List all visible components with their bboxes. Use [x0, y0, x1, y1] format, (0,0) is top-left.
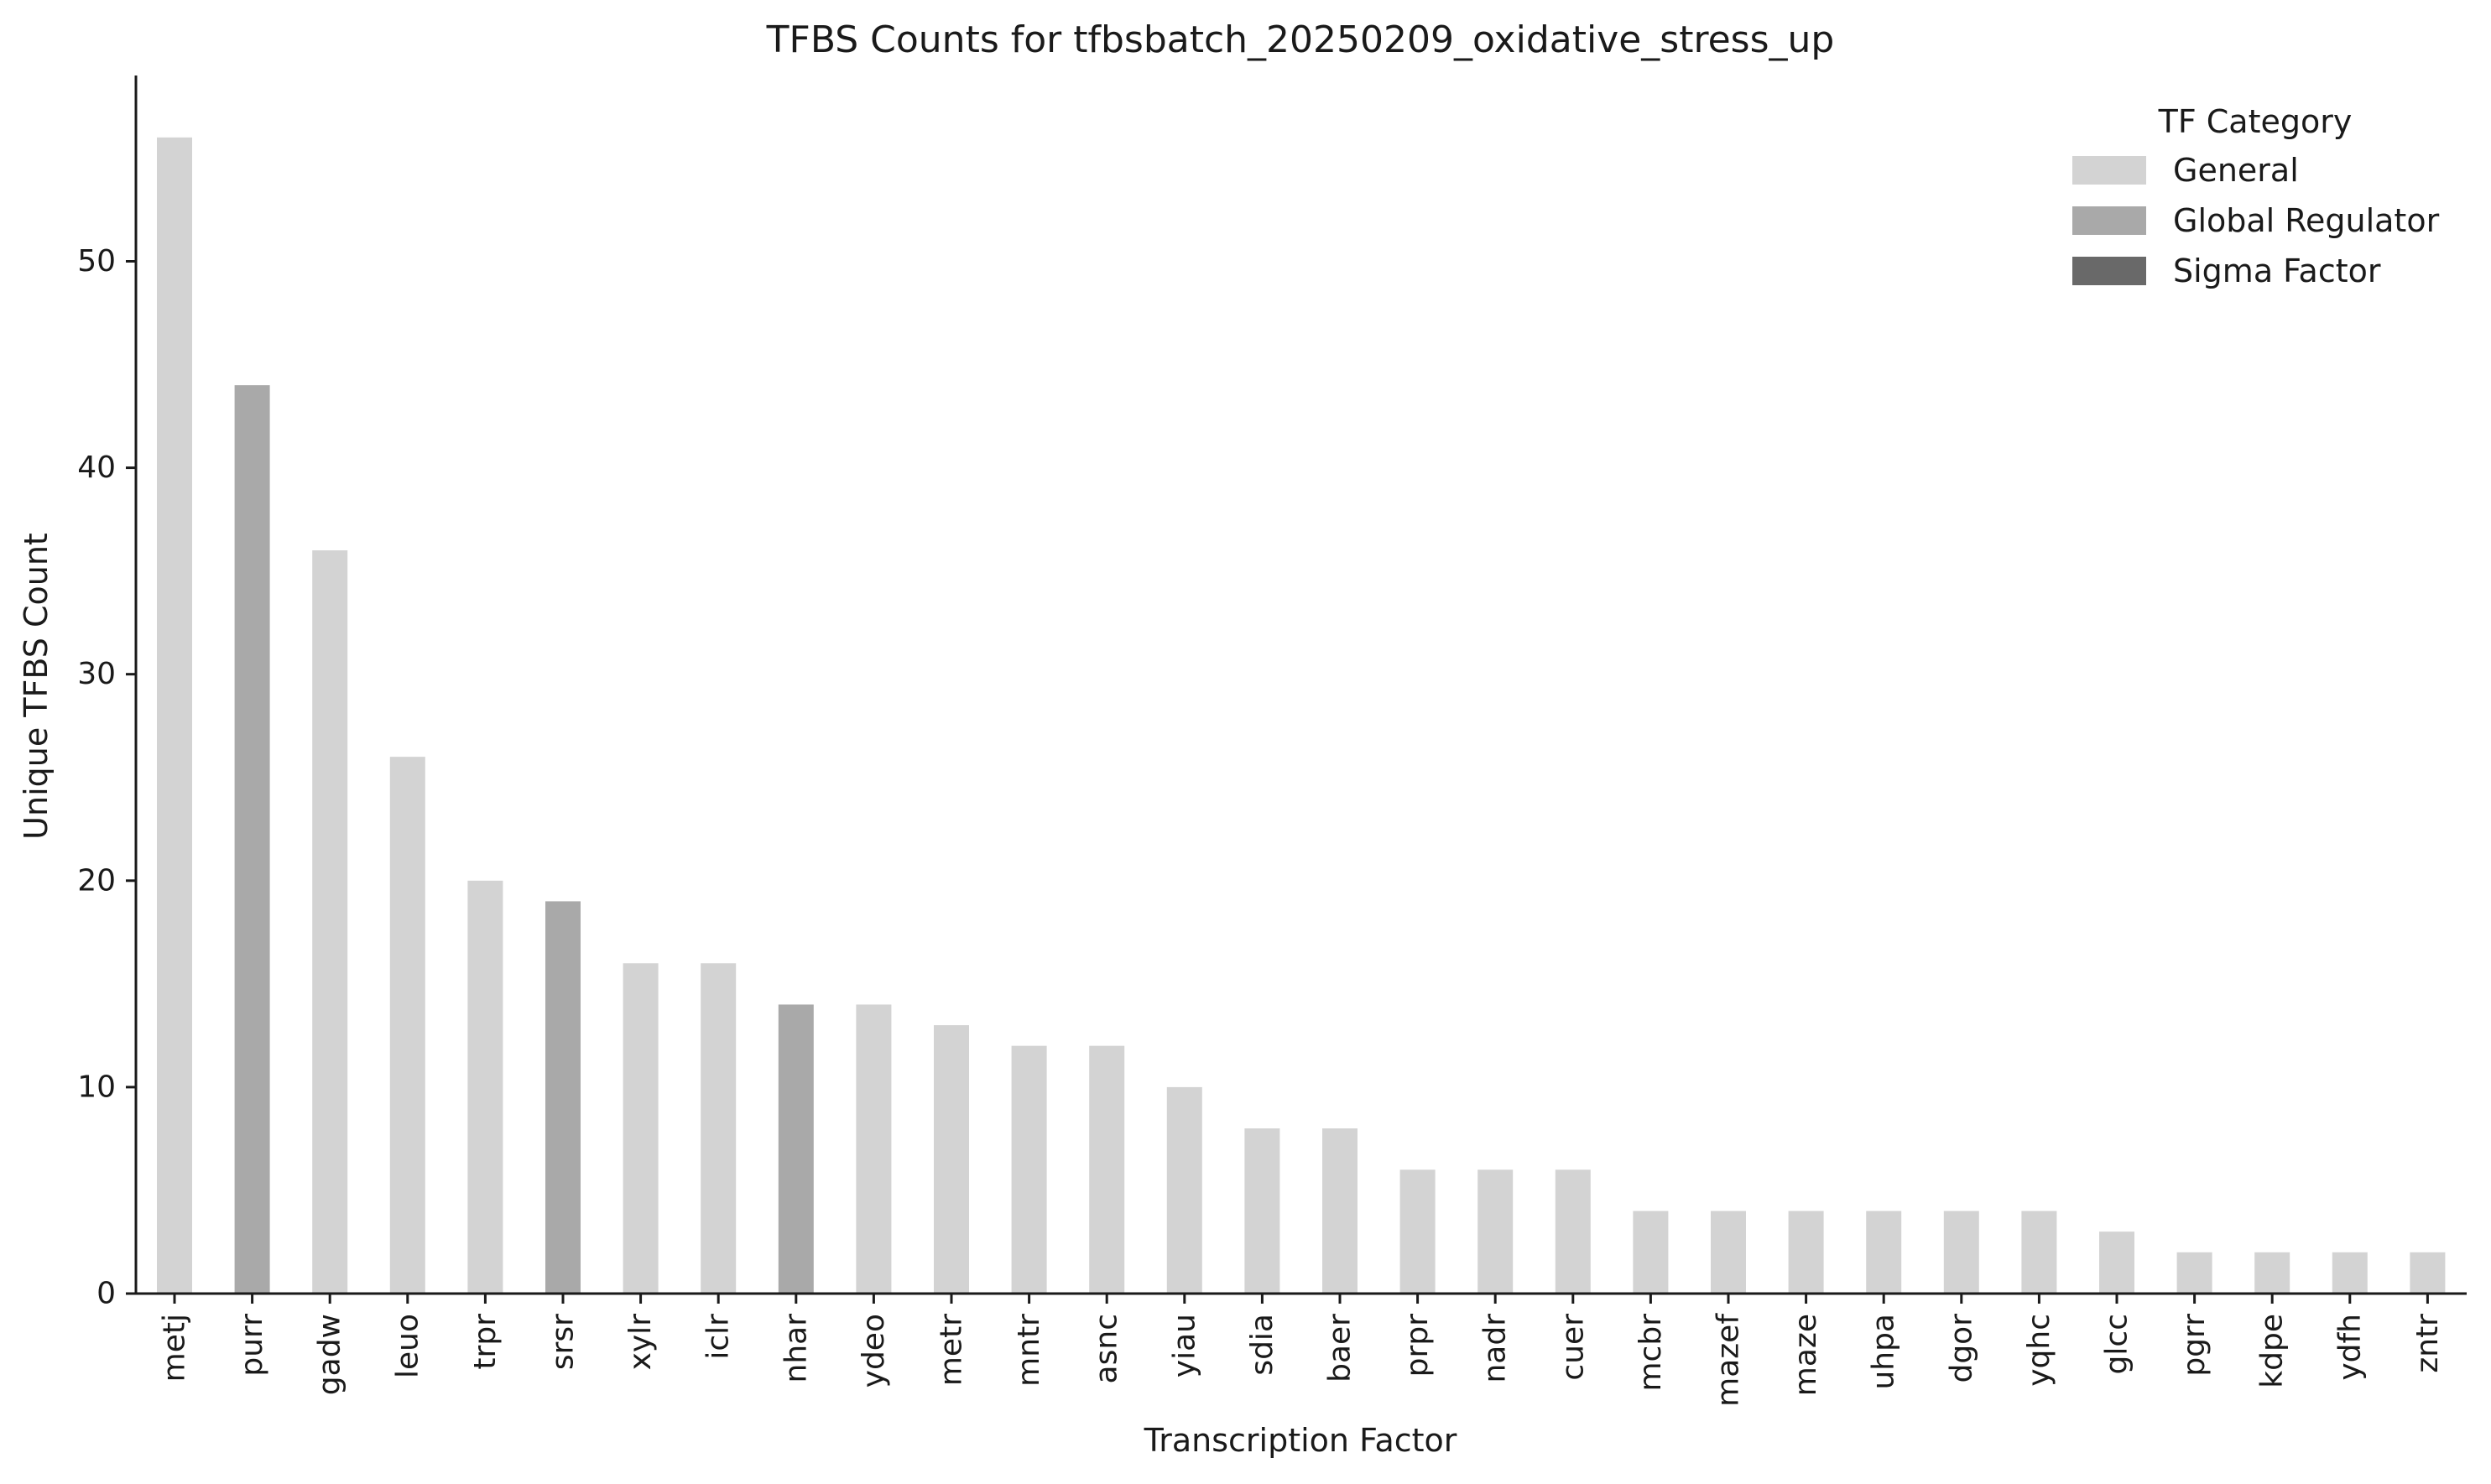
bar-trpr	[467, 880, 503, 1294]
x-tick-label-sdia: sdia	[1245, 1314, 1279, 1376]
bar-xylr	[623, 963, 659, 1294]
legend: TF Category General Global Regulator Sigma…	[2072, 103, 2440, 289]
x-tick-label-leuo: leuo	[390, 1314, 425, 1378]
bar-metj	[157, 137, 192, 1294]
x-tick-label-mazef: mazef	[1712, 1313, 1746, 1407]
x-tick-label-maze: maze	[1789, 1314, 1823, 1396]
x-tick-label-iclr: iclr	[701, 1314, 736, 1360]
legend-title: TF Category	[2158, 103, 2353, 140]
x-tick-label-uhpa: uhpa	[1867, 1314, 1901, 1390]
y-axis-label: Unique TFBS Count	[18, 533, 55, 840]
x-tick-label-dgor: dgor	[1944, 1314, 1978, 1383]
x-tick-label-gadw: gadw	[313, 1314, 347, 1395]
x-tick-label-nadr: nadr	[1478, 1314, 1513, 1383]
bar-gadw	[312, 550, 348, 1294]
bar-ydfh	[2332, 1252, 2368, 1294]
bar-mcbr	[1633, 1211, 1669, 1294]
x-tick-label-mntr: mntr	[1012, 1314, 1046, 1387]
y-tick-label-0: 0	[96, 1277, 116, 1311]
x-axis: metj purr gadw leuo trpr srsr xylr iclr nhar ydeo…	[136, 1292, 2467, 1407]
bar-uhpa	[1866, 1211, 1902, 1294]
bar-prpr	[1399, 1169, 1436, 1294]
x-tick-label-srsr: srsr	[546, 1314, 581, 1370]
x-tick-label-cuer: cuer	[1556, 1314, 1590, 1381]
x-tick-label-kdpe: kdpe	[2255, 1314, 2290, 1388]
x-tick-label-yiau: yiau	[1167, 1314, 1201, 1377]
bar-dgor	[1943, 1211, 1979, 1294]
x-tick-label-prpr: prpr	[1400, 1314, 1435, 1377]
legend-swatch-general	[2072, 156, 2146, 185]
x-tick-label-pgrr: pgrr	[2177, 1314, 2212, 1377]
bar-kdpe	[2254, 1252, 2290, 1294]
y-axis: 0 10 20 30 40 50	[77, 76, 138, 1311]
bar-nhar	[778, 1004, 814, 1294]
bar-mazef	[1711, 1211, 1746, 1294]
x-tick-label-ydfh: ydfh	[2332, 1314, 2367, 1381]
bar-nadr	[1477, 1169, 1514, 1294]
x-tick-label-nhar: nhar	[779, 1314, 813, 1383]
x-axis-label: Transcription Factor	[1144, 1422, 1457, 1459]
bar-asnc	[1089, 1045, 1125, 1294]
x-tick-label-metr: metr	[935, 1314, 969, 1386]
legend-label-global-regulator: Global Regulator	[2173, 202, 2440, 239]
bar-mntr	[1011, 1045, 1047, 1294]
x-tick-label-yqhc: yqhc	[2022, 1314, 2056, 1387]
x-tick-label-xylr: xylr	[623, 1314, 658, 1371]
x-tick-label-baer: baer	[1323, 1314, 1358, 1382]
bar-purr	[234, 385, 270, 1294]
x-tick-label-zntr: zntr	[2410, 1314, 2445, 1373]
bar-sdia	[1244, 1128, 1280, 1294]
y-tick-label-10: 10	[77, 1070, 116, 1104]
x-tick-label-ydeo: ydeo	[857, 1314, 891, 1388]
bar-yqhc	[2021, 1211, 2057, 1294]
bar-cuer	[1555, 1169, 1591, 1294]
bar-glcc	[2099, 1231, 2134, 1294]
bar-iclr	[701, 963, 737, 1294]
bar-pgrr	[2176, 1252, 2212, 1294]
legend-swatch-sigma-factor	[2072, 257, 2146, 285]
x-tick-label-trpr: trpr	[468, 1314, 503, 1370]
legend-label-general: General	[2173, 152, 2299, 189]
bar-ydeo	[856, 1004, 892, 1294]
y-tick-label-40: 40	[77, 450, 116, 485]
bar-baer	[1322, 1128, 1358, 1294]
legend-label-sigma-factor: Sigma Factor	[2173, 253, 2381, 289]
chart-title: TFBS Counts for tfbsbatch_20250209_oxida…	[766, 18, 1835, 61]
x-tick-label-glcc: glcc	[2100, 1314, 2134, 1374]
bar-zntr	[2410, 1252, 2446, 1294]
bar-metr	[934, 1025, 969, 1294]
x-tick-label-asnc: asnc	[1090, 1314, 1124, 1383]
y-tick-label-50: 50	[77, 244, 116, 279]
bars-group	[157, 137, 2446, 1294]
x-tick-label-metj: metj	[158, 1314, 192, 1382]
y-tick-label-20: 20	[77, 863, 116, 898]
y-tick-label-30: 30	[77, 657, 116, 691]
bar-srsr	[545, 901, 581, 1294]
bar-leuo	[389, 757, 425, 1294]
x-tick-label-mcbr: mcbr	[1634, 1314, 1668, 1392]
legend-swatch-global-regulator	[2072, 206, 2146, 235]
x-tick-label-purr: purr	[235, 1314, 269, 1377]
bar-maze	[1788, 1211, 1824, 1294]
bar-yiau	[1166, 1086, 1202, 1294]
